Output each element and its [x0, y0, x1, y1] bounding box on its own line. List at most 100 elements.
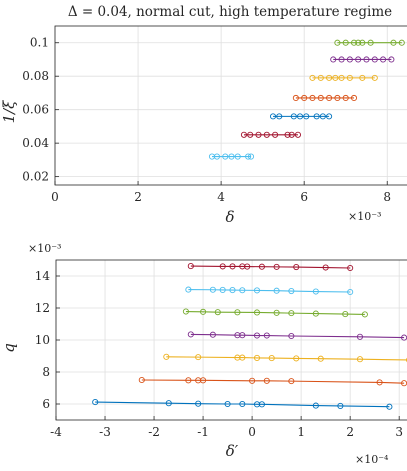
bottom-x-label: δ′: [226, 442, 239, 460]
bottom-data-point: [312, 402, 319, 409]
bottom-data-point: [293, 263, 300, 271]
bottom-data-point: [214, 309, 221, 316]
bottom-series-line: [166, 356, 407, 361]
top-data-point: [213, 153, 221, 160]
top-data-point: [326, 74, 333, 81]
bottom-data-point: [337, 402, 344, 409]
top-data-point: [263, 131, 270, 138]
bottom-data-point: [234, 309, 241, 316]
top-data-point: [388, 56, 395, 63]
bottom-data-point: [219, 286, 226, 293]
bottom-data-point: [347, 288, 354, 296]
bottom-data-point: [249, 377, 256, 384]
top-data-point: [292, 94, 299, 102]
top-grid: [54, 26, 407, 185]
bottom-data-point: [209, 286, 216, 293]
bottom-data-point: [229, 263, 236, 270]
top-series: [309, 74, 378, 81]
bottom-data-point: [163, 353, 170, 360]
bottom-data-point: [322, 264, 329, 271]
bottom-data-point: [253, 309, 261, 316]
bottom-series: [187, 263, 354, 272]
bottom-data-point: [200, 377, 207, 384]
top-series: [330, 56, 395, 63]
bottom-data-point: [219, 263, 226, 270]
bottom-data-point: [347, 264, 354, 272]
top-data-point: [288, 131, 295, 138]
top-y-tick-label: 0.02: [22, 170, 49, 184]
bottom-series: [92, 263, 407, 410]
bottom-x-tick-label: -3: [99, 425, 111, 439]
bottom-data-point: [253, 354, 261, 361]
top-data-point: [294, 131, 301, 138]
bottom-series-line: [141, 379, 405, 384]
top-data-point: [269, 113, 277, 120]
top-data-point: [290, 113, 297, 120]
bottom-data-point: [187, 263, 194, 270]
bottom-series: [163, 353, 407, 363]
bottom-data-point: [361, 311, 368, 318]
bottom-grid: [55, 260, 407, 420]
bottom-data-point: [239, 287, 246, 294]
top-data-point: [326, 94, 333, 102]
top-data-point: [319, 113, 326, 120]
top-y-label: 1/ξ: [0, 100, 18, 124]
bottom-data-point: [288, 378, 295, 385]
bottom-data-point: [224, 400, 231, 408]
bottom-y-tick-label: 6: [42, 397, 50, 411]
bottom-data-point: [288, 287, 295, 295]
bottom-series-line: [190, 333, 405, 339]
top-data-point: [346, 56, 353, 63]
top-data-point: [380, 56, 387, 63]
top-data-point: [247, 131, 254, 138]
bottom-data-point: [165, 400, 172, 407]
bottom-x-exponent: ×10⁻⁴: [355, 453, 389, 466]
top-data-point: [334, 94, 341, 102]
top-data-point: [313, 113, 320, 120]
top-y-tick-label: 0.04: [22, 136, 49, 150]
top-series: [208, 39, 405, 160]
top-data-point: [296, 113, 304, 120]
bottom-series: [185, 286, 354, 296]
bottom-data-point: [386, 403, 393, 410]
bottom-data-point: [200, 308, 207, 315]
bottom-data-point: [312, 288, 319, 295]
top-plot-frame: [54, 25, 407, 186]
bottom-x-tick-label: 0: [248, 425, 256, 439]
bottom-x-tick-label: -2: [148, 425, 160, 439]
bottom-series-line: [185, 310, 365, 315]
top-data-point: [284, 131, 291, 138]
top-data-point: [332, 74, 339, 81]
bottom-data-point: [258, 263, 265, 270]
bottom-data-point: [239, 400, 246, 408]
bottom-x-tick-label: 3: [395, 425, 403, 439]
top-y-tick-label: 0.1: [30, 36, 49, 50]
bottom-data-point: [288, 332, 295, 340]
bottom-series: [182, 308, 368, 318]
bottom-y-label: q: [0, 343, 18, 353]
bottom-data-point: [356, 356, 364, 363]
top-data-point: [355, 39, 362, 46]
top-data-point: [390, 39, 397, 46]
top-data-point: [272, 131, 279, 138]
bottom-series-line: [95, 401, 390, 408]
bottom-data-point: [293, 355, 300, 362]
top-data-point: [317, 74, 324, 81]
top-data-point: [309, 94, 316, 102]
bottom-data-point: [263, 377, 270, 384]
top-x-tick-label: 2: [134, 190, 142, 204]
top-data-point: [359, 74, 366, 81]
top-ticks: 0 2 4 6 8 0.02 0.04 0.06 0.08 0.1: [22, 36, 391, 204]
top-series: [334, 39, 405, 46]
bottom-y-tick-label: 12: [35, 301, 50, 315]
bottom-data-point: [263, 332, 270, 339]
top-data-point: [367, 39, 374, 46]
bottom-data-point: [185, 286, 192, 293]
top-y-tick-label: 0.06: [22, 103, 49, 117]
bottom-data-point: [356, 333, 364, 340]
top-data-point: [240, 131, 248, 138]
top-data-point: [222, 153, 229, 160]
top-x-label: δ: [225, 208, 234, 226]
bottom-data-point: [268, 355, 275, 362]
